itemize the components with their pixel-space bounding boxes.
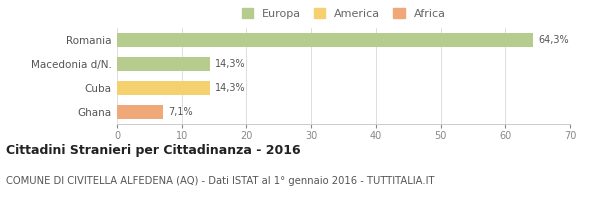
Text: COMUNE DI CIVITELLA ALFEDENA (AQ) - Dati ISTAT al 1° gennaio 2016 - TUTTITALIA.I: COMUNE DI CIVITELLA ALFEDENA (AQ) - Dati… — [6, 176, 434, 186]
Bar — [117, 33, 533, 47]
Text: 64,3%: 64,3% — [538, 35, 569, 45]
Bar — [117, 57, 209, 71]
Text: Cittadini Stranieri per Cittadinanza - 2016: Cittadini Stranieri per Cittadinanza - 2… — [6, 144, 301, 157]
Legend: Europa, America, Africa: Europa, America, Africa — [238, 5, 449, 22]
Text: 14,3%: 14,3% — [215, 59, 245, 69]
Text: 14,3%: 14,3% — [215, 83, 245, 93]
Text: 7,1%: 7,1% — [168, 107, 193, 117]
Bar — [117, 81, 209, 95]
Bar — [117, 105, 163, 119]
